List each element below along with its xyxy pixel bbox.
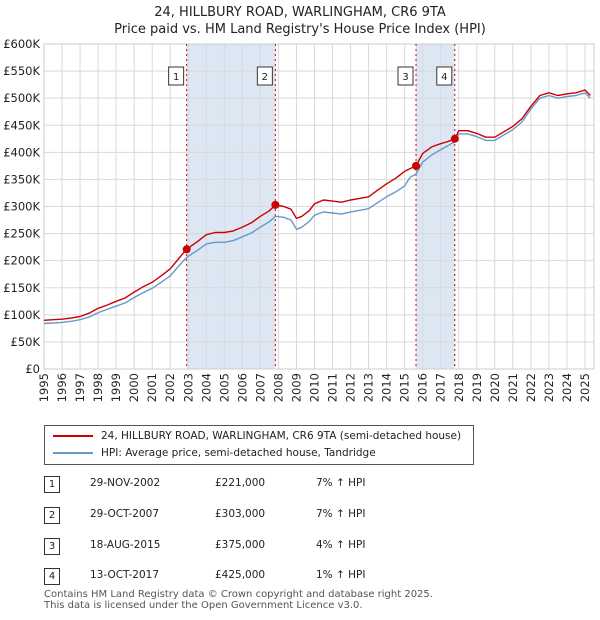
y-tick-label: £350K bbox=[3, 172, 40, 186]
y-tick-label: £300K bbox=[3, 200, 40, 214]
x-tick-label: 2008 bbox=[271, 373, 285, 402]
y-tick-label: £550K bbox=[3, 64, 40, 78]
transaction-number: 2 bbox=[44, 507, 60, 524]
transaction-date: 29-OCT-2007 bbox=[90, 508, 159, 520]
transaction-row: 2 29-OCT-2007 £303,000 7% ↑ HPI bbox=[0, 505, 600, 527]
x-tick-label: 2018 bbox=[452, 373, 466, 402]
legend-label-hpi: HPI: Average price, semi-detached house,… bbox=[101, 447, 376, 459]
transaction-row: 3 18-AUG-2015 £375,000 4% ↑ HPI bbox=[0, 536, 600, 558]
property-price-line bbox=[43, 89, 591, 321]
x-tick-label: 1997 bbox=[73, 373, 87, 402]
y-tick-label: £500K bbox=[3, 91, 40, 105]
x-tick-label: 2011 bbox=[326, 373, 340, 402]
x-tick-label: 1996 bbox=[55, 373, 69, 402]
x-tick-label: 2022 bbox=[524, 373, 538, 402]
x-tick-label: 1998 bbox=[91, 373, 105, 402]
y-tick-label: £600K bbox=[3, 37, 40, 51]
y-tick-label: £150K bbox=[3, 281, 40, 295]
hpi-line bbox=[43, 92, 591, 325]
y-tick-label: £250K bbox=[3, 227, 40, 241]
chart-title: 24, HILLBURY ROAD, WARLINGHAM, CR6 9TA bbox=[154, 5, 446, 20]
sale-label: 3 bbox=[402, 72, 408, 83]
transaction-price: £425,000 bbox=[215, 569, 266, 581]
legend: 24, HILLBURY ROAD, WARLINGHAM, CR6 9TA (… bbox=[44, 425, 474, 465]
sale-point bbox=[182, 245, 191, 254]
transaction-price: £375,000 bbox=[215, 539, 266, 551]
x-tick-label: 2000 bbox=[127, 373, 141, 402]
x-tick-label: 2009 bbox=[289, 373, 303, 402]
transaction-hpi: 4% ↑ HPI bbox=[316, 539, 366, 551]
sale-point bbox=[450, 134, 459, 143]
footer-copyright: Contains HM Land Registry data © Crown c… bbox=[44, 589, 433, 600]
sale-label-box bbox=[168, 66, 185, 86]
sale-label: 2 bbox=[262, 72, 268, 83]
x-tick-label: 2010 bbox=[307, 373, 321, 402]
x-tick-label: 2019 bbox=[470, 373, 484, 402]
x-tick-label: 2012 bbox=[344, 373, 358, 402]
sale-label-box bbox=[397, 66, 414, 86]
y-tick-label: £50K bbox=[11, 335, 41, 349]
legend-label-property: 24, HILLBURY ROAD, WARLINGHAM, CR6 9TA (… bbox=[101, 430, 462, 442]
y-tick-label: £100K bbox=[3, 308, 40, 322]
y-tick-label: £400K bbox=[3, 145, 40, 159]
y-tick-label: £0 bbox=[25, 362, 40, 376]
x-tick-label: 2003 bbox=[181, 373, 195, 402]
price-chart: £0 £50K £100K £150K £200K £250K £300K £350K £400… bbox=[3, 37, 595, 402]
x-tick-label: 2020 bbox=[488, 373, 502, 402]
transaction-row: 4 13-OCT-2017 £425,000 1% ↑ HPI bbox=[0, 566, 600, 588]
sale-label: 4 bbox=[441, 72, 447, 83]
footer: Contains HM Land Registry data © Crown c… bbox=[44, 589, 433, 611]
plot-border bbox=[43, 43, 595, 370]
x-tick-label: 2023 bbox=[542, 373, 556, 402]
y-tick-label: £450K bbox=[3, 118, 40, 132]
transaction-hpi: 1% ↑ HPI bbox=[316, 569, 366, 581]
transaction-price: £303,000 bbox=[215, 508, 266, 520]
legend-swatch-property bbox=[53, 435, 93, 437]
sale-point bbox=[271, 200, 280, 209]
transaction-date: 18-AUG-2015 bbox=[90, 539, 161, 551]
transaction-number: 3 bbox=[44, 538, 60, 555]
x-tick-label: 1995 bbox=[37, 373, 51, 402]
transaction-date: 13-OCT-2017 bbox=[90, 569, 159, 581]
footer-licence: This data is licensed under the Open Gov… bbox=[44, 600, 363, 611]
x-tick-label: 2004 bbox=[199, 373, 213, 402]
chart-subtitle: Price paid vs. HM Land Registry's House … bbox=[114, 22, 486, 37]
x-tick-label: 1999 bbox=[109, 373, 123, 402]
x-tick-label: 2016 bbox=[416, 373, 430, 402]
sale-point bbox=[412, 161, 421, 170]
x-tick-label: 2024 bbox=[560, 373, 574, 402]
transaction-number: 4 bbox=[44, 568, 60, 585]
x-tick-label: 2005 bbox=[217, 373, 231, 402]
transaction-hpi: 7% ↑ HPI bbox=[316, 477, 366, 489]
legend-swatch-hpi bbox=[53, 452, 93, 454]
x-tick-label: 2025 bbox=[578, 373, 592, 402]
transaction-date: 29-NOV-2002 bbox=[90, 477, 161, 489]
transaction-number: 1 bbox=[44, 476, 60, 493]
transaction-row: 1 29-NOV-2002 £221,000 7% ↑ HPI bbox=[0, 474, 600, 496]
x-tick-label: 2006 bbox=[235, 373, 249, 402]
x-tick-label: 2015 bbox=[398, 373, 412, 402]
sale-label-box bbox=[436, 66, 453, 86]
x-tick-label: 2007 bbox=[253, 373, 267, 402]
x-tick-label: 2021 bbox=[506, 373, 520, 402]
x-tick-label: 2013 bbox=[362, 373, 376, 402]
transaction-hpi: 7% ↑ HPI bbox=[316, 508, 366, 520]
sale-label-box bbox=[256, 66, 273, 86]
x-tick-label: 2002 bbox=[163, 373, 177, 402]
y-tick-label: £200K bbox=[3, 254, 40, 268]
sale-label: 1 bbox=[173, 72, 179, 83]
x-tick-label: 2017 bbox=[434, 373, 448, 402]
x-tick-label: 2014 bbox=[380, 373, 394, 402]
transaction-price: £221,000 bbox=[215, 477, 266, 489]
x-tick-label: 2001 bbox=[145, 373, 159, 402]
